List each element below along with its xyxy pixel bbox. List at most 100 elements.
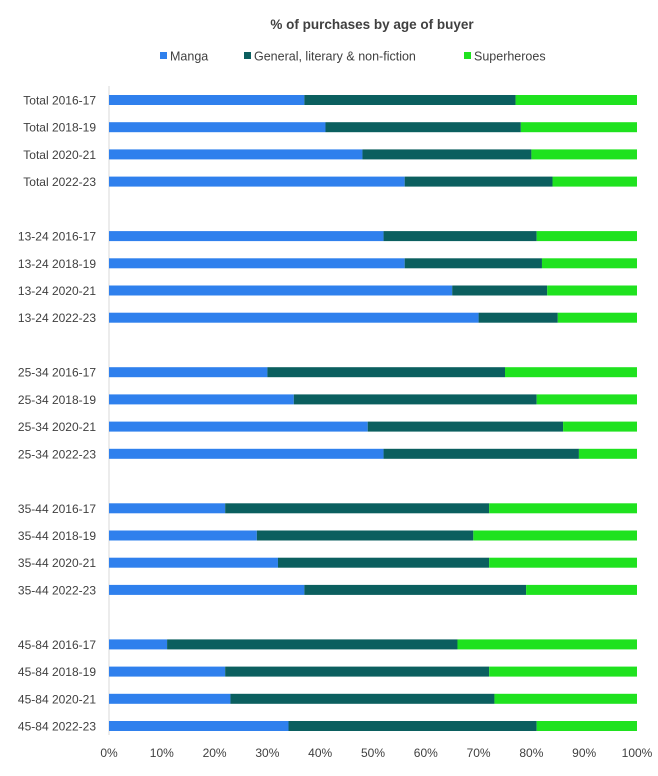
bar-segment-2: [494, 693, 637, 704]
bar-segment-1: [362, 149, 532, 160]
legend-swatch-0: [160, 52, 167, 59]
bar-segment-1: [383, 448, 579, 459]
category-label: 25-34 2020-21: [18, 420, 96, 434]
category-label: 35-44 2020-21: [18, 556, 96, 570]
bar-segment-0: [109, 149, 363, 160]
bar-segment-1: [478, 312, 558, 323]
category-label: 35-44 2022-23: [18, 583, 96, 597]
bar-segment-2: [536, 231, 637, 242]
bar-segment-1: [167, 639, 458, 650]
category-label: Total 2022-23: [23, 175, 96, 189]
bar-segment-2: [473, 530, 637, 541]
x-tick-label: 80%: [519, 746, 543, 760]
bar-segment-0: [109, 95, 305, 105]
bar-segment-0: [109, 448, 384, 459]
x-tick-label: 40%: [308, 746, 332, 760]
bar-segment-2: [505, 367, 637, 378]
bar-segment-0: [109, 639, 168, 650]
x-tick-label: 100%: [622, 746, 653, 760]
bar-segment-1: [288, 721, 537, 731]
bar-segment-1: [383, 231, 537, 242]
bar-segment-1: [304, 584, 527, 595]
bar-segment-0: [109, 557, 278, 568]
bar-segment-0: [109, 285, 453, 296]
legend-swatch-1: [244, 52, 251, 59]
bar-segment-1: [293, 394, 537, 405]
bar-segment-2: [541, 258, 637, 269]
x-tick-label: 10%: [150, 746, 174, 760]
bar-segment-0: [109, 394, 294, 405]
x-tick-label: 0%: [100, 746, 118, 760]
category-label: 45-84 2018-19: [18, 665, 96, 679]
bar-segment-1: [230, 693, 495, 704]
bar-segment-1: [277, 557, 490, 568]
category-label: 25-34 2016-17: [18, 366, 96, 380]
legend-label-0: Manga: [170, 50, 208, 64]
bar-segment-0: [109, 693, 231, 704]
bar-segment-0: [109, 503, 226, 514]
bar-segment-1: [452, 285, 548, 296]
category-label: 13-24 2016-17: [18, 230, 96, 244]
category-label: 13-24 2020-21: [18, 284, 96, 298]
bar-segment-2: [578, 448, 637, 459]
bar-segment-0: [109, 421, 368, 432]
bar-segment-2: [520, 122, 637, 133]
bar-segment-0: [109, 367, 268, 378]
bar-segment-1: [256, 530, 474, 541]
bar-segment-1: [404, 258, 542, 269]
bar-segment-2: [531, 149, 637, 160]
category-label: 25-34 2022-23: [18, 447, 96, 461]
bar-segment-1: [325, 122, 521, 133]
category-label: 45-84 2020-21: [18, 692, 96, 706]
bar-segment-0: [109, 176, 405, 187]
bar-segment-1: [367, 421, 564, 432]
category-label: 35-44 2016-17: [18, 502, 96, 516]
bar-segment-2: [515, 95, 637, 105]
bar-segment-0: [109, 122, 326, 133]
bar-segment-0: [109, 312, 479, 323]
category-label: 13-24 2022-23: [18, 311, 96, 325]
category-label: Total 2016-17: [23, 94, 96, 108]
x-tick-label: 90%: [572, 746, 596, 760]
x-tick-label: 50%: [361, 746, 385, 760]
bar-segment-2: [547, 285, 637, 296]
x-tick-label: 30%: [255, 746, 279, 760]
category-label: Total 2020-21: [23, 148, 96, 162]
chart-title: % of purchases by age of buyer: [270, 17, 474, 32]
bar-segment-0: [109, 231, 384, 242]
bar-segment-0: [109, 584, 305, 595]
bar-segment-2: [552, 176, 637, 187]
bar-segment-2: [489, 666, 637, 677]
x-tick-label: 20%: [203, 746, 227, 760]
category-label: 25-34 2018-19: [18, 393, 96, 407]
bar-segment-2: [489, 503, 637, 514]
category-label: 13-24 2018-19: [18, 257, 96, 271]
bar-segment-1: [304, 95, 516, 105]
bar-segment-1: [225, 666, 490, 677]
bar-segment-1: [267, 367, 505, 378]
bar-segment-0: [109, 666, 226, 677]
legend-label-1: General, literary & non-fiction: [254, 50, 416, 64]
legend-label-2: Superheroes: [474, 50, 546, 64]
bar-segment-2: [536, 394, 637, 405]
category-label: 45-84 2022-23: [18, 720, 96, 734]
bar-segment-0: [109, 258, 405, 269]
bar-segment-2: [526, 584, 637, 595]
category-label: 45-84 2016-17: [18, 638, 96, 652]
bar-segment-0: [109, 530, 257, 541]
bar-segment-2: [457, 639, 637, 650]
bar-segment-0: [109, 721, 289, 731]
category-label: Total 2018-19: [23, 121, 96, 135]
bar-segment-2: [563, 421, 637, 432]
category-label: 35-44 2018-19: [18, 529, 96, 543]
bar-segment-1: [225, 503, 490, 514]
bar-segment-2: [536, 721, 637, 731]
bar-segment-2: [489, 557, 637, 568]
bar-segment-1: [404, 176, 553, 187]
x-tick-label: 60%: [414, 746, 438, 760]
legend-swatch-2: [464, 52, 471, 59]
bar-segment-2: [557, 312, 637, 323]
x-tick-label: 70%: [467, 746, 491, 760]
